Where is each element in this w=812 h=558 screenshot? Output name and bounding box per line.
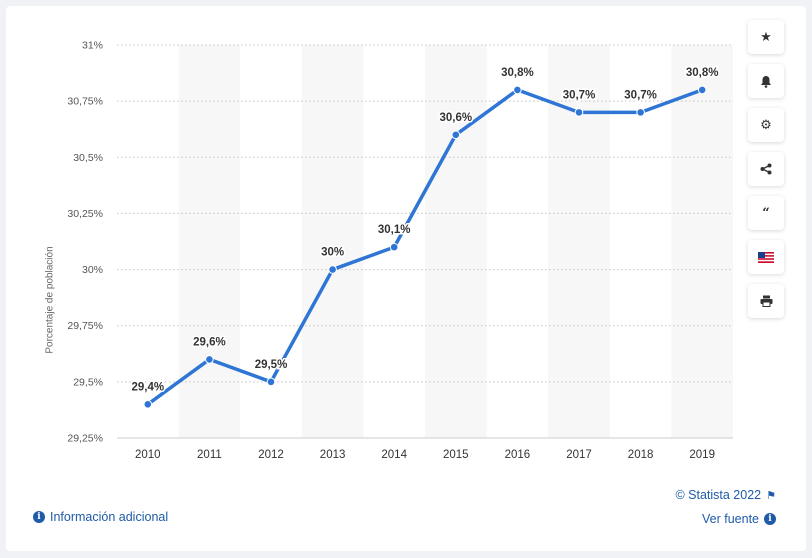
y-tick-label: 30,75% <box>67 96 103 108</box>
data-label: 30,8% <box>501 67 534 79</box>
language-button[interactable] <box>748 240 784 274</box>
view-source-link[interactable]: Ver fuente i <box>702 512 776 526</box>
data-point <box>328 265 337 274</box>
additional-info-link[interactable]: i Información adicional <box>33 510 168 524</box>
data-point <box>574 108 584 117</box>
toolbar: ★ ⚙ “ <box>748 20 784 328</box>
data-point <box>451 130 461 140</box>
quote-icon: “ <box>762 205 770 221</box>
share-icon <box>760 163 772 175</box>
data-point <box>143 400 153 409</box>
y-tick-label: 30% <box>82 264 103 276</box>
column-band <box>178 45 241 438</box>
series-line <box>146 88 703 406</box>
data-point <box>205 355 214 364</box>
bell-icon <box>761 75 771 88</box>
data-label: 29,4% <box>131 381 164 393</box>
y-tick-label: 30,25% <box>67 208 103 220</box>
data-label: 30,7% <box>563 89 596 101</box>
data-label: 30,7% <box>624 89 657 101</box>
cite-button[interactable]: “ <box>748 196 784 230</box>
gear-icon: ⚙ <box>760 117 772 132</box>
column-band <box>425 45 487 438</box>
star-icon: ★ <box>760 29 772 44</box>
flag-marker-icon: ⚑ <box>766 489 776 502</box>
notification-button[interactable] <box>748 64 784 98</box>
x-tick-label: 2013 <box>320 449 346 461</box>
view-source-label: Ver fuente <box>702 512 759 526</box>
additional-info-label: Información adicional <box>50 510 169 524</box>
x-tick-label: 2015 <box>443 449 469 461</box>
y-tick-label: 29,5% <box>73 376 103 388</box>
data-label: 29,5% <box>255 359 288 371</box>
print-button[interactable] <box>748 284 784 318</box>
x-tick-label: 2019 <box>689 449 715 461</box>
data-label: 30,1% <box>378 224 411 236</box>
share-button[interactable] <box>748 152 784 186</box>
data-label: 30% <box>321 247 344 259</box>
column-band <box>301 45 364 438</box>
data-label: 30,8% <box>686 67 719 79</box>
settings-button[interactable]: ⚙ <box>748 108 784 142</box>
x-tick-label: 2018 <box>628 449 654 461</box>
print-icon <box>760 295 772 307</box>
favorite-button[interactable]: ★ <box>748 20 784 54</box>
info-icon: i <box>33 511 45 523</box>
x-tick-label: 2011 <box>197 449 222 461</box>
data-point <box>266 377 276 387</box>
x-tick-label: 2012 <box>258 449 284 461</box>
flag-icon <box>758 251 774 263</box>
copyright-label: © Statista 2022 <box>675 488 762 502</box>
x-tick-label: 2017 <box>566 449 592 461</box>
y-tick-label: 31% <box>82 40 103 52</box>
y-axis-label: Porcentaje de población <box>44 246 56 354</box>
data-label: 30,6% <box>439 112 472 124</box>
x-tick-label: 2016 <box>505 449 531 461</box>
data-point <box>697 85 707 95</box>
column-band <box>671 45 733 438</box>
info-icon: i <box>764 513 776 525</box>
data-point <box>513 85 522 95</box>
x-tick-label: 2010 <box>135 449 161 461</box>
data-point <box>636 108 645 117</box>
x-tick-label: 2014 <box>381 449 407 461</box>
data-point <box>389 242 399 252</box>
y-tick-label: 30,5% <box>73 152 103 164</box>
statista-copyright-link[interactable]: © Statista 2022 ⚑ <box>675 488 776 502</box>
data-label: 29,6% <box>193 336 226 348</box>
y-tick-label: 29,25% <box>67 433 103 445</box>
y-tick-label: 29,75% <box>67 320 103 332</box>
